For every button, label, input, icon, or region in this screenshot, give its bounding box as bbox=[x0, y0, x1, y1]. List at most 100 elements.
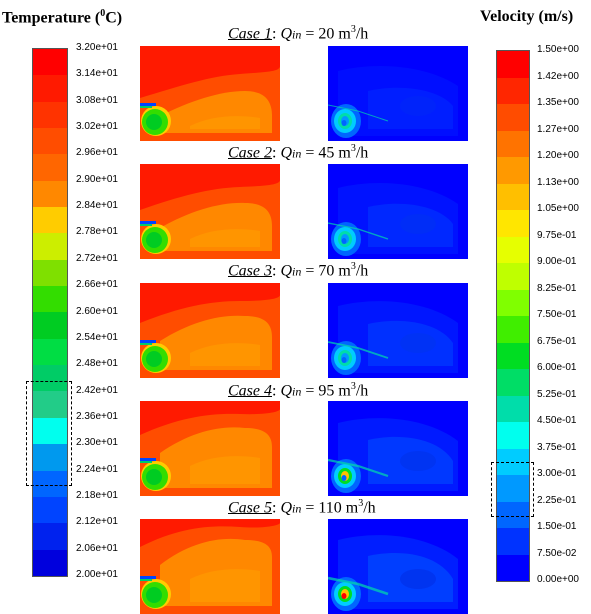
temperature-tick-label: 2.48e+01 bbox=[76, 358, 118, 370]
velocity-colorbar-band bbox=[497, 210, 529, 237]
temperature-tick-label: 2.00e+01 bbox=[76, 569, 118, 580]
temperature-colorbar-band bbox=[33, 180, 67, 208]
velocity-colorbar-band bbox=[497, 157, 529, 184]
q-subscript: in bbox=[292, 501, 302, 516]
velocity-tick-label: 6.00e-01 bbox=[537, 362, 577, 373]
temperature-colorbar-band bbox=[33, 391, 67, 418]
temperature-tick-label: 2.30e+01 bbox=[76, 437, 118, 449]
q-subscript: in bbox=[292, 146, 302, 161]
q-symbol: Q bbox=[280, 382, 293, 400]
temperature-contour-panel bbox=[140, 401, 280, 496]
velocity-contour-panel bbox=[328, 401, 468, 496]
temperature-contour-panel bbox=[140, 46, 280, 141]
velocity-tick-label: 1.50e+00 bbox=[537, 44, 579, 55]
q-symbol: Q bbox=[280, 144, 293, 162]
case-unit-exponent: 3 bbox=[350, 261, 356, 272]
temperature-tick-label: 3.02e+01 bbox=[76, 121, 118, 133]
velocity-contour-panel bbox=[328, 283, 468, 378]
temperature-tick-label: 2.54e+01 bbox=[76, 331, 118, 343]
temperature-colorbar-band bbox=[33, 75, 67, 102]
temperature-colorbar-band bbox=[33, 470, 67, 497]
velocity-tick-label: 3.75e-01 bbox=[537, 441, 577, 453]
velocity-colorbar-band bbox=[497, 395, 529, 422]
temperature-colorbar-band bbox=[33, 49, 67, 76]
velocity-tick-label: 9.75e-01 bbox=[537, 229, 577, 241]
temperature-tick-label: 2.24e+01 bbox=[76, 463, 118, 475]
temperature-colorbar-band bbox=[33, 549, 67, 576]
velocity-tick-label: 2.25e-01 bbox=[537, 494, 577, 506]
temperature-tick-label: 2.66e+01 bbox=[76, 279, 118, 291]
velocity-contour-panel bbox=[328, 164, 468, 259]
temperature-tick-label: 3.14e+01 bbox=[76, 68, 118, 80]
velocity-colorbar bbox=[496, 50, 530, 582]
temperature-colorbar-band bbox=[33, 259, 67, 287]
case-colon: : bbox=[272, 262, 281, 280]
velocity-tick-label: 1.35e+00 bbox=[537, 97, 579, 108]
velocity-colorbar-band bbox=[497, 77, 529, 104]
case-flow-value: = 45 m bbox=[301, 144, 351, 162]
velocity-colorbar-band bbox=[497, 342, 529, 369]
temperature-tick-label: 2.90e+01 bbox=[76, 173, 118, 185]
velocity-tick-label: 1.27e+00 bbox=[537, 123, 579, 135]
case-name: Case 5 bbox=[228, 499, 272, 517]
temperature-contour-panel bbox=[140, 283, 280, 378]
case-label: Case 3: Qin = 70 m3/h bbox=[228, 261, 368, 280]
q-symbol: Q bbox=[280, 262, 293, 280]
case-label: Case 5: Qin = 110 m3/h bbox=[228, 498, 376, 517]
velocity-tick-label: 0.00e+00 bbox=[537, 574, 579, 585]
temperature-colorbar-band bbox=[33, 338, 67, 366]
temperature-tick-label: 2.78e+01 bbox=[76, 226, 118, 238]
case-label: Case 4: Qin = 95 m3/h bbox=[228, 381, 368, 400]
velocity-tick-label: 8.25e-01 bbox=[537, 282, 577, 294]
temperature-colorbar-band bbox=[33, 444, 67, 471]
temperature-tick-label: 2.12e+01 bbox=[76, 516, 118, 528]
velocity-colorbar-band bbox=[497, 130, 529, 157]
velocity-colorbar-band bbox=[497, 263, 529, 290]
case-unit-exponent: 3 bbox=[358, 498, 364, 509]
temperature-tick-label: 3.20e+01 bbox=[76, 42, 118, 53]
case-unit-end: /h bbox=[355, 382, 369, 400]
temperature-colorbar-band bbox=[33, 417, 67, 445]
temperature-colorbar-band bbox=[33, 523, 67, 550]
case-colon: : bbox=[272, 382, 281, 400]
case-flow-value: = 95 m bbox=[301, 382, 351, 400]
velocity-colorbar-band bbox=[497, 369, 529, 396]
temperature-contour-panel bbox=[140, 164, 280, 259]
velocity-colorbar-band bbox=[497, 51, 529, 78]
q-subscript: in bbox=[292, 27, 302, 42]
velocity-contour-panel bbox=[328, 519, 468, 614]
temperature-tick-label: 2.60e+01 bbox=[76, 305, 118, 317]
velocity-tick-label: 9.00e-01 bbox=[537, 256, 577, 267]
velocity-tick-label: 1.13e+00 bbox=[537, 176, 579, 188]
temperature-tick-label: 2.06e+01 bbox=[76, 542, 118, 554]
velocity-colorbar-band bbox=[497, 528, 529, 555]
case-name: Case 1 bbox=[228, 25, 272, 43]
temperature-colorbar-band bbox=[33, 101, 67, 129]
case-unit-exponent: 3 bbox=[350, 24, 356, 35]
velocity-tick-label: 7.50e-02 bbox=[537, 547, 577, 559]
velocity-tick-label: 1.42e+00 bbox=[537, 70, 579, 82]
q-subscript: in bbox=[292, 264, 302, 279]
velocity-colorbar-band bbox=[497, 422, 529, 449]
case-flow-value: = 110 m bbox=[301, 499, 359, 517]
temperature-tick-label: 2.18e+01 bbox=[76, 489, 118, 501]
velocity-tick-label: 6.75e-01 bbox=[537, 335, 577, 347]
q-symbol: Q bbox=[280, 499, 293, 517]
case-flow-value: = 20 m bbox=[301, 25, 351, 43]
temperature-colorbar-band bbox=[33, 496, 67, 524]
temperature-tick-label: 2.84e+01 bbox=[76, 200, 118, 212]
velocity-colorbar-band bbox=[497, 316, 529, 343]
velocity-tick-label: 5.25e-01 bbox=[537, 388, 577, 400]
velocity-colorbar-band bbox=[497, 501, 529, 528]
temperature-colorbar-band bbox=[33, 233, 67, 260]
velocity-tick-label: 3.00e-01 bbox=[537, 468, 577, 479]
velocity-legend-title: Velocity (m/s) bbox=[480, 8, 574, 25]
temperature-legend-title: Temperature (0C) bbox=[2, 8, 123, 27]
velocity-colorbar-band bbox=[497, 183, 529, 210]
case-unit-end: /h bbox=[355, 262, 369, 280]
temperature-tick-label: 2.96e+01 bbox=[76, 147, 118, 159]
case-colon: : bbox=[272, 499, 281, 517]
temperature-colorbar-band bbox=[33, 128, 67, 155]
temperature-colorbar-band bbox=[33, 207, 67, 234]
q-symbol: Q bbox=[280, 25, 293, 43]
